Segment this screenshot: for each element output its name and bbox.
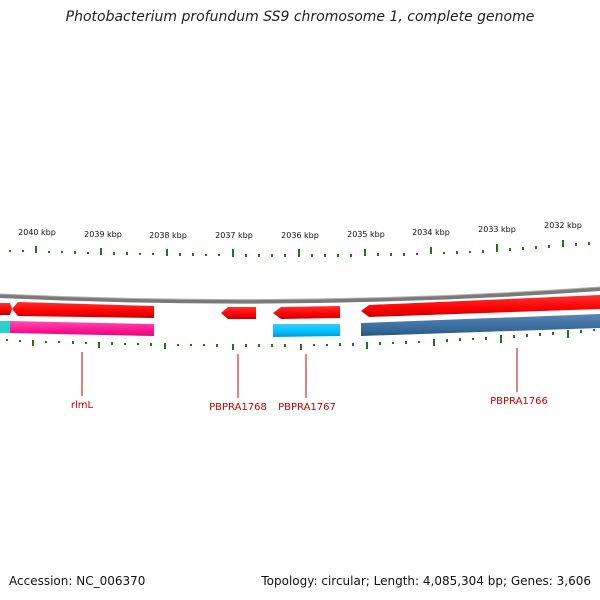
ruler-label: 2037 kbp (215, 231, 253, 240)
feature-red-PBPRA1768[interactable] (221, 307, 256, 319)
upper-ruler-ticks (9, 240, 590, 257)
gene-label-leaders (81, 348, 518, 398)
gene-labels: rlmL PBPRA1768 PBPRA1767 PBPRA1766 (71, 396, 548, 413)
gene-label-PBPRA1768[interactable]: PBPRA1768 (209, 402, 267, 413)
feature-red-PBPRA1766[interactable] (361, 295, 600, 317)
forward-strand-features (0, 295, 600, 319)
cds-cyan-PBPRA1767[interactable] (273, 324, 340, 337)
feature-red-rlmL[interactable] (12, 302, 154, 318)
feature-red-left-edge[interactable] (0, 303, 12, 315)
genome-summary-text: Topology: circular; Length: 4,085,304 bp… (261, 574, 591, 588)
genome-backbone (0, 287, 600, 304)
lower-ruler-ticks (6, 329, 595, 350)
accession-text: Accession: NC_006370 (9, 574, 146, 588)
ruler-label: 2039 kbp (84, 230, 122, 239)
gene-label-PBPRA1767[interactable]: PBPRA1767 (278, 402, 336, 413)
gene-label-PBPRA1766[interactable]: PBPRA1766 (490, 396, 548, 407)
feature-red-PBPRA1767[interactable] (273, 306, 340, 319)
ruler-label: 2036 kbp (281, 231, 319, 240)
ruler-label: 2034 kbp (412, 228, 450, 237)
gene-label-rlmL[interactable]: rlmL (71, 400, 94, 411)
ruler-labels: 2040 kbp 2039 kbp 2038 kbp 2037 kbp 2036… (18, 221, 582, 240)
ruler-label: 2033 kbp (478, 225, 516, 234)
cds-pink-rlmL[interactable] (10, 321, 154, 336)
map-title: Photobacterium profundum SS9 chromosome … (65, 9, 535, 25)
ruler-label: 2038 kbp (149, 231, 187, 240)
ruler-label: 2040 kbp (18, 228, 56, 237)
cds-steel-PBPRA1766[interactable] (361, 314, 600, 336)
ruler-label: 2035 kbp (347, 230, 385, 239)
cds-features (0, 314, 600, 337)
cds-cyan-left-edge[interactable] (0, 321, 10, 333)
ruler-label: 2032 kbp (544, 221, 582, 230)
